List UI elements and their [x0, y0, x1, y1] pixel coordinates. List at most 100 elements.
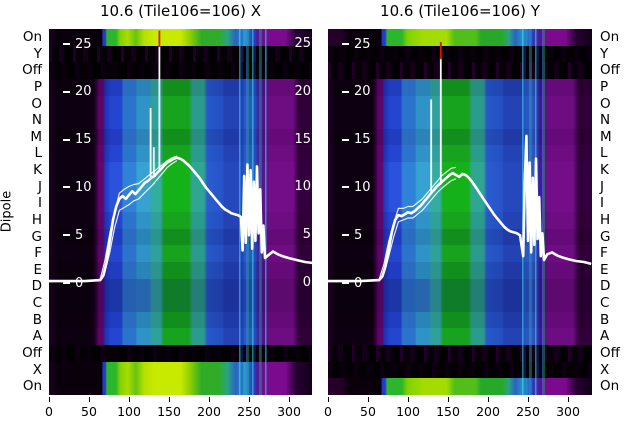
overlay-axis-tick-left: 5: [342, 227, 362, 243]
x-axis-tick-label: 150: [157, 404, 181, 419]
tick-dash: [63, 282, 70, 284]
gain-curve-overlay: [49, 30, 312, 283]
x-axis-tick-label: 100: [396, 404, 420, 419]
row-label: C: [600, 295, 610, 311]
row-label: P: [33, 78, 42, 95]
tick-value: 20: [354, 84, 371, 100]
tick-dash: [342, 234, 349, 237]
x-axis-tick: [487, 397, 489, 402]
x-axis-tick: [128, 397, 130, 402]
overlay-axis-tick-left: 15: [63, 132, 92, 148]
tick-value: 0: [354, 275, 363, 291]
tick-dash: [342, 90, 349, 93]
overlay-axis-tick-right: 15: [294, 131, 311, 147]
panel-area-y: 25 20 15 10 5 0 0 50 100 150 200 250 300: [324, 0, 592, 440]
overlay-axis-tick-left: 0: [342, 275, 362, 291]
tick-dash: [63, 90, 70, 93]
row-label: H: [31, 211, 42, 228]
row-label: E: [600, 261, 609, 278]
row-label: G: [31, 228, 42, 245]
tick-dash: [342, 43, 349, 45]
tick-value: 25: [354, 36, 371, 52]
x-axis-tick-label: 150: [436, 404, 460, 419]
row-label: O: [31, 95, 42, 112]
row-label: I: [38, 195, 42, 212]
left-row-label-column: On Y Off P O N M L K J I H G F E D C B A Off X On: [0, 29, 42, 395]
x-axis-tick-label: 300: [277, 404, 301, 419]
tick-value: 20: [75, 84, 92, 100]
row-label: J: [38, 178, 42, 195]
overlay-axis-tick-left: 15: [342, 132, 371, 148]
x-axis-tick-label: 100: [117, 404, 141, 419]
row-label: Y: [33, 45, 42, 62]
tick-value: 10: [75, 179, 92, 195]
overlay-axis-tick-left: 10: [63, 179, 92, 195]
row-label: B: [600, 311, 610, 328]
row-label: Off: [22, 62, 42, 79]
row-label: C: [32, 295, 42, 311]
heatmap-panel-x: 25 25 20 20 15 15 10 10 5 5 0 0: [49, 29, 312, 395]
x-axis-tick-label: 250: [516, 404, 540, 419]
row-label: On: [600, 29, 620, 45]
row-label: A: [32, 328, 42, 345]
tick-value: 15: [354, 132, 371, 148]
overlay-axis-tick-left: 10: [342, 179, 371, 195]
row-label: L: [34, 145, 42, 162]
row-label: H: [600, 211, 611, 228]
tick-dash: [342, 282, 349, 284]
row-label: G: [600, 228, 611, 245]
tick-dash: [63, 234, 70, 237]
overlay-axis-tick-left: 20: [342, 84, 371, 100]
right-row-label-column: On Y Off P O N M L K J I H G F E D C B A Off X On: [600, 29, 640, 395]
x-axis-tick-label: 250: [237, 404, 261, 419]
tick-dash: [63, 43, 70, 45]
x-axis-tick: [168, 397, 170, 402]
panel-title-x: 10.6 (Tile106=106) X: [99, 2, 261, 20]
tick-dash: [63, 138, 70, 141]
tick-value: 15: [75, 132, 92, 148]
x-axis-tick: [447, 397, 449, 402]
x-axis-tick-label: 0: [324, 404, 332, 419]
heatmap-panel-y: 25 20 15 10 5 0: [328, 29, 592, 395]
overlay-axis-tick-left: 5: [63, 227, 83, 243]
x-axis-tick: [327, 397, 329, 402]
row-label: Off: [600, 62, 620, 79]
overlay-axis-tick-right: 5: [302, 227, 311, 243]
tick-dash: [342, 186, 349, 189]
x-axis-tick-label: 200: [197, 404, 221, 419]
overlay-axis-tick-right: 25: [294, 36, 311, 51]
row-label: Y: [600, 45, 609, 62]
row-label: M: [600, 128, 612, 145]
row-label: N: [600, 112, 611, 129]
row-label: X: [600, 361, 610, 378]
x-axis-tick: [527, 397, 529, 402]
x-axis-tick-label: 50: [81, 404, 97, 419]
panel-area-x: 25 25 20 20 15 15 10 10 5 5 0 0 0 50 100 150 200 250 300: [45, 0, 312, 440]
tick-value: 25: [75, 36, 92, 52]
row-label: E: [33, 261, 42, 278]
row-label: D: [31, 278, 42, 295]
row-label: F: [600, 245, 608, 262]
gain-curve-overlay: [328, 42, 592, 283]
row-label: K: [33, 162, 42, 178]
row-label: On: [600, 378, 620, 395]
tick-value: 0: [75, 275, 84, 291]
panel-title-y: 10.6 (Tile106=106) Y: [380, 2, 540, 20]
row-label: Off: [600, 344, 620, 361]
x-axis-tick-label: 300: [556, 404, 580, 419]
row-label: N: [31, 112, 42, 129]
x-axis-tick-label: 0: [45, 404, 53, 419]
x-axis-tick: [367, 397, 369, 402]
row-label: P: [600, 78, 609, 95]
x-axis-tick: [248, 397, 250, 402]
row-label: M: [30, 128, 42, 145]
tick-value: 10: [354, 179, 371, 195]
row-label: I: [600, 195, 604, 212]
row-label: On: [22, 378, 42, 395]
x-axis-tick: [48, 397, 50, 402]
x-axis-tick: [567, 397, 569, 402]
overlay-axis-tick-left: 25: [342, 36, 371, 52]
row-label: B: [32, 311, 42, 328]
row-label: Off: [22, 344, 42, 361]
